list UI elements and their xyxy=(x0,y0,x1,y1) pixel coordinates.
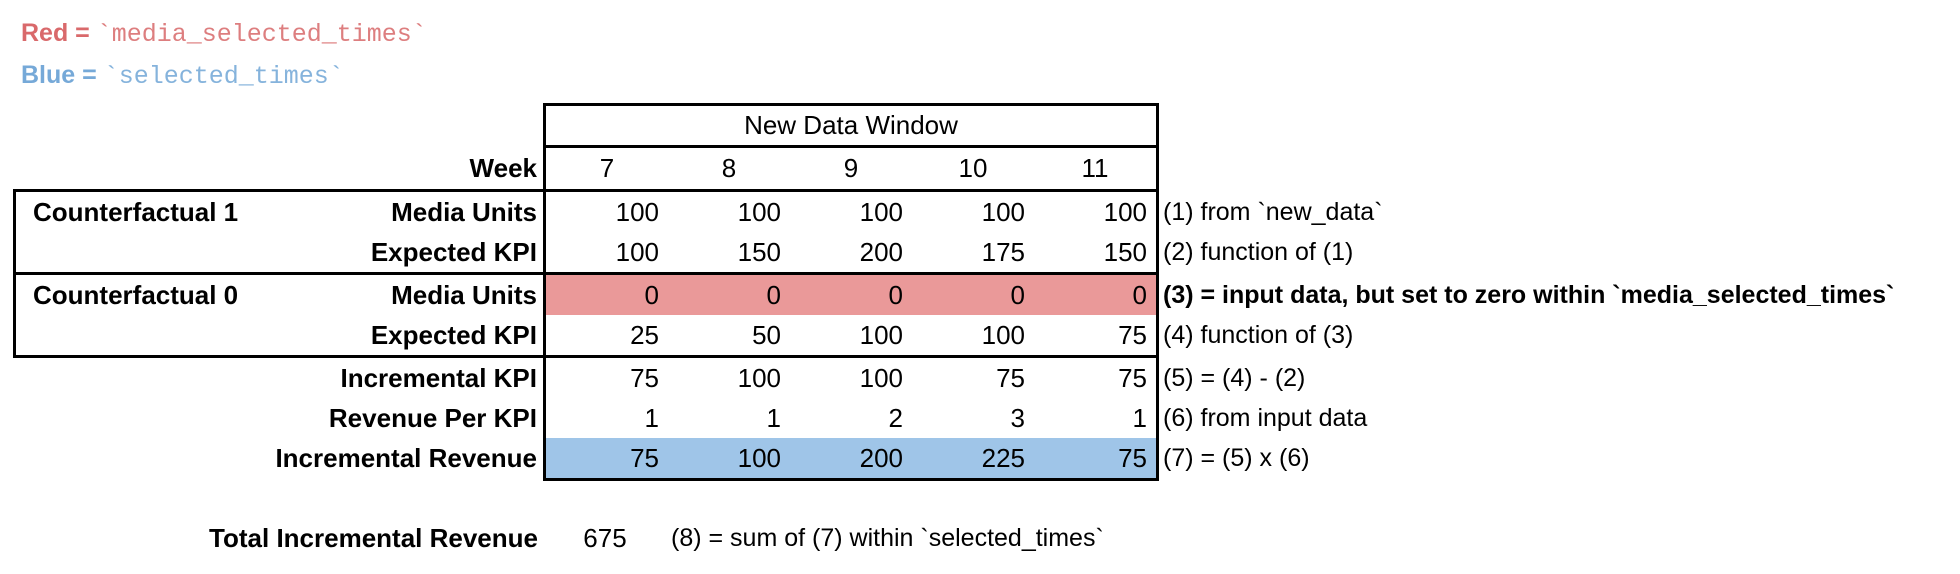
value-cell: 0 xyxy=(888,280,903,310)
value-cell: 0 xyxy=(1010,280,1025,310)
table-row-media-units-cf0-highlighted: 0 0 0 0 0 xyxy=(546,275,1156,315)
value-cell: 100 xyxy=(615,197,659,227)
annotation-5: (5) = (4) - (2) xyxy=(1163,364,1306,392)
table-row-incremental-kpi: 75 100 100 75 75 xyxy=(546,358,1156,398)
total-incremental-revenue-value: 675 xyxy=(583,523,627,553)
legend-blue-code: `selected_times` xyxy=(103,62,344,91)
value-cell: 75 xyxy=(996,363,1025,393)
value-cell: 225 xyxy=(981,443,1025,473)
total-incremental-revenue-label: Total Incremental Revenue xyxy=(209,523,538,553)
legend: Red = `media_selected_times` Blue = `sel… xyxy=(21,12,427,96)
value-cell: 0 xyxy=(766,280,781,310)
value-cell: 100 xyxy=(615,237,659,267)
value-cell: 100 xyxy=(859,320,903,350)
annotation-1: (1) from `new_data` xyxy=(1163,198,1383,226)
row-label-media-units-cf0: Media Units xyxy=(391,280,537,310)
value-cell: 100 xyxy=(981,197,1025,227)
value-cell: 1 xyxy=(644,403,659,433)
annotation-2: (2) function of (1) xyxy=(1163,238,1354,266)
value-cell: 150 xyxy=(1103,237,1147,267)
row-label-expected-kpi-cf0: Expected KPI xyxy=(370,320,537,350)
annotation-4: (4) function of (3) xyxy=(1163,321,1354,349)
legend-red-word: Red xyxy=(21,19,69,47)
value-cell: 75 xyxy=(1118,363,1147,393)
counterfactual-0-box xyxy=(13,272,546,358)
value-cell: 100 xyxy=(737,443,781,473)
value-cell: 3 xyxy=(1010,403,1025,433)
value-cell: 100 xyxy=(981,320,1025,350)
value-cell: 1 xyxy=(766,403,781,433)
legend-red-line: Red = `media_selected_times` xyxy=(21,12,427,54)
value-cell: 0 xyxy=(644,280,659,310)
week-row-label: Week xyxy=(469,153,537,183)
table-row-media-units-cf1: 100 100 100 100 100 xyxy=(546,192,1156,232)
group-label-counterfactual-1: Counterfactual 1 xyxy=(33,197,239,227)
week-header-cell: 7 xyxy=(599,153,615,183)
legend-blue-word: Blue xyxy=(21,61,76,89)
row-label-expected-kpi-cf1: Expected KPI xyxy=(370,237,537,267)
value-cell: 200 xyxy=(859,443,903,473)
annotation-6: (6) from input data xyxy=(1163,404,1368,432)
value-cell: 100 xyxy=(1103,197,1147,227)
value-cell: 75 xyxy=(630,363,659,393)
new-data-window-header: New Data Window xyxy=(744,110,958,140)
value-cell: 100 xyxy=(737,363,781,393)
week-header-cell: 8 xyxy=(721,153,737,183)
annotation-8: (8) = sum of (7) within `selected_times` xyxy=(671,524,1104,552)
value-cell: 75 xyxy=(1118,320,1147,350)
week-header-cell: 10 xyxy=(958,153,988,183)
value-cell: 50 xyxy=(752,320,781,350)
row-label-media-units-cf1: Media Units xyxy=(391,197,537,227)
table-row-revenue-per-kpi: 1 1 2 3 1 xyxy=(546,398,1156,438)
value-cell: 2 xyxy=(888,403,903,433)
value-cell: 175 xyxy=(981,237,1025,267)
new-data-window-header-row: New Data Window xyxy=(546,106,1156,148)
data-table: New Data Window 7 8 9 10 11 100 100 100 … xyxy=(543,103,1159,481)
row-label-incremental-revenue: Incremental Revenue xyxy=(275,443,537,473)
week-header-row: 7 8 9 10 11 xyxy=(546,148,1156,192)
value-cell: 1 xyxy=(1132,403,1147,433)
group-label-counterfactual-0: Counterfactual 0 xyxy=(33,280,239,310)
value-cell: 0 xyxy=(1132,280,1147,310)
week-header-cell: 9 xyxy=(843,153,859,183)
value-cell: 200 xyxy=(859,237,903,267)
annotation-3: (3) = input data, but set to zero within… xyxy=(1163,281,1895,309)
legend-red-equals: = xyxy=(68,19,97,47)
value-cell: 25 xyxy=(630,320,659,350)
row-label-revenue-per-kpi: Revenue Per KPI xyxy=(328,403,537,433)
table-row-expected-kpi-cf1: 100 150 200 175 150 xyxy=(546,232,1156,275)
value-cell: 75 xyxy=(1118,443,1147,473)
legend-blue-equals: = xyxy=(75,61,104,89)
legend-red-code: `media_selected_times` xyxy=(96,20,427,49)
annotation-7: (7) = (5) x (6) xyxy=(1163,444,1310,472)
row-label-incremental-kpi: Incremental KPI xyxy=(340,363,537,393)
value-cell: 100 xyxy=(859,197,903,227)
value-cell: 75 xyxy=(630,443,659,473)
value-cell: 150 xyxy=(737,237,781,267)
legend-blue-line: Blue = `selected_times` xyxy=(21,54,427,96)
week-header-cell: 11 xyxy=(1081,153,1109,183)
counterfactual-1-box xyxy=(13,189,546,272)
value-cell: 100 xyxy=(859,363,903,393)
table-row-expected-kpi-cf0: 25 50 100 100 75 xyxy=(546,315,1156,358)
value-cell: 100 xyxy=(737,197,781,227)
table-row-incremental-revenue-highlighted: 75 100 200 225 75 xyxy=(546,438,1156,478)
